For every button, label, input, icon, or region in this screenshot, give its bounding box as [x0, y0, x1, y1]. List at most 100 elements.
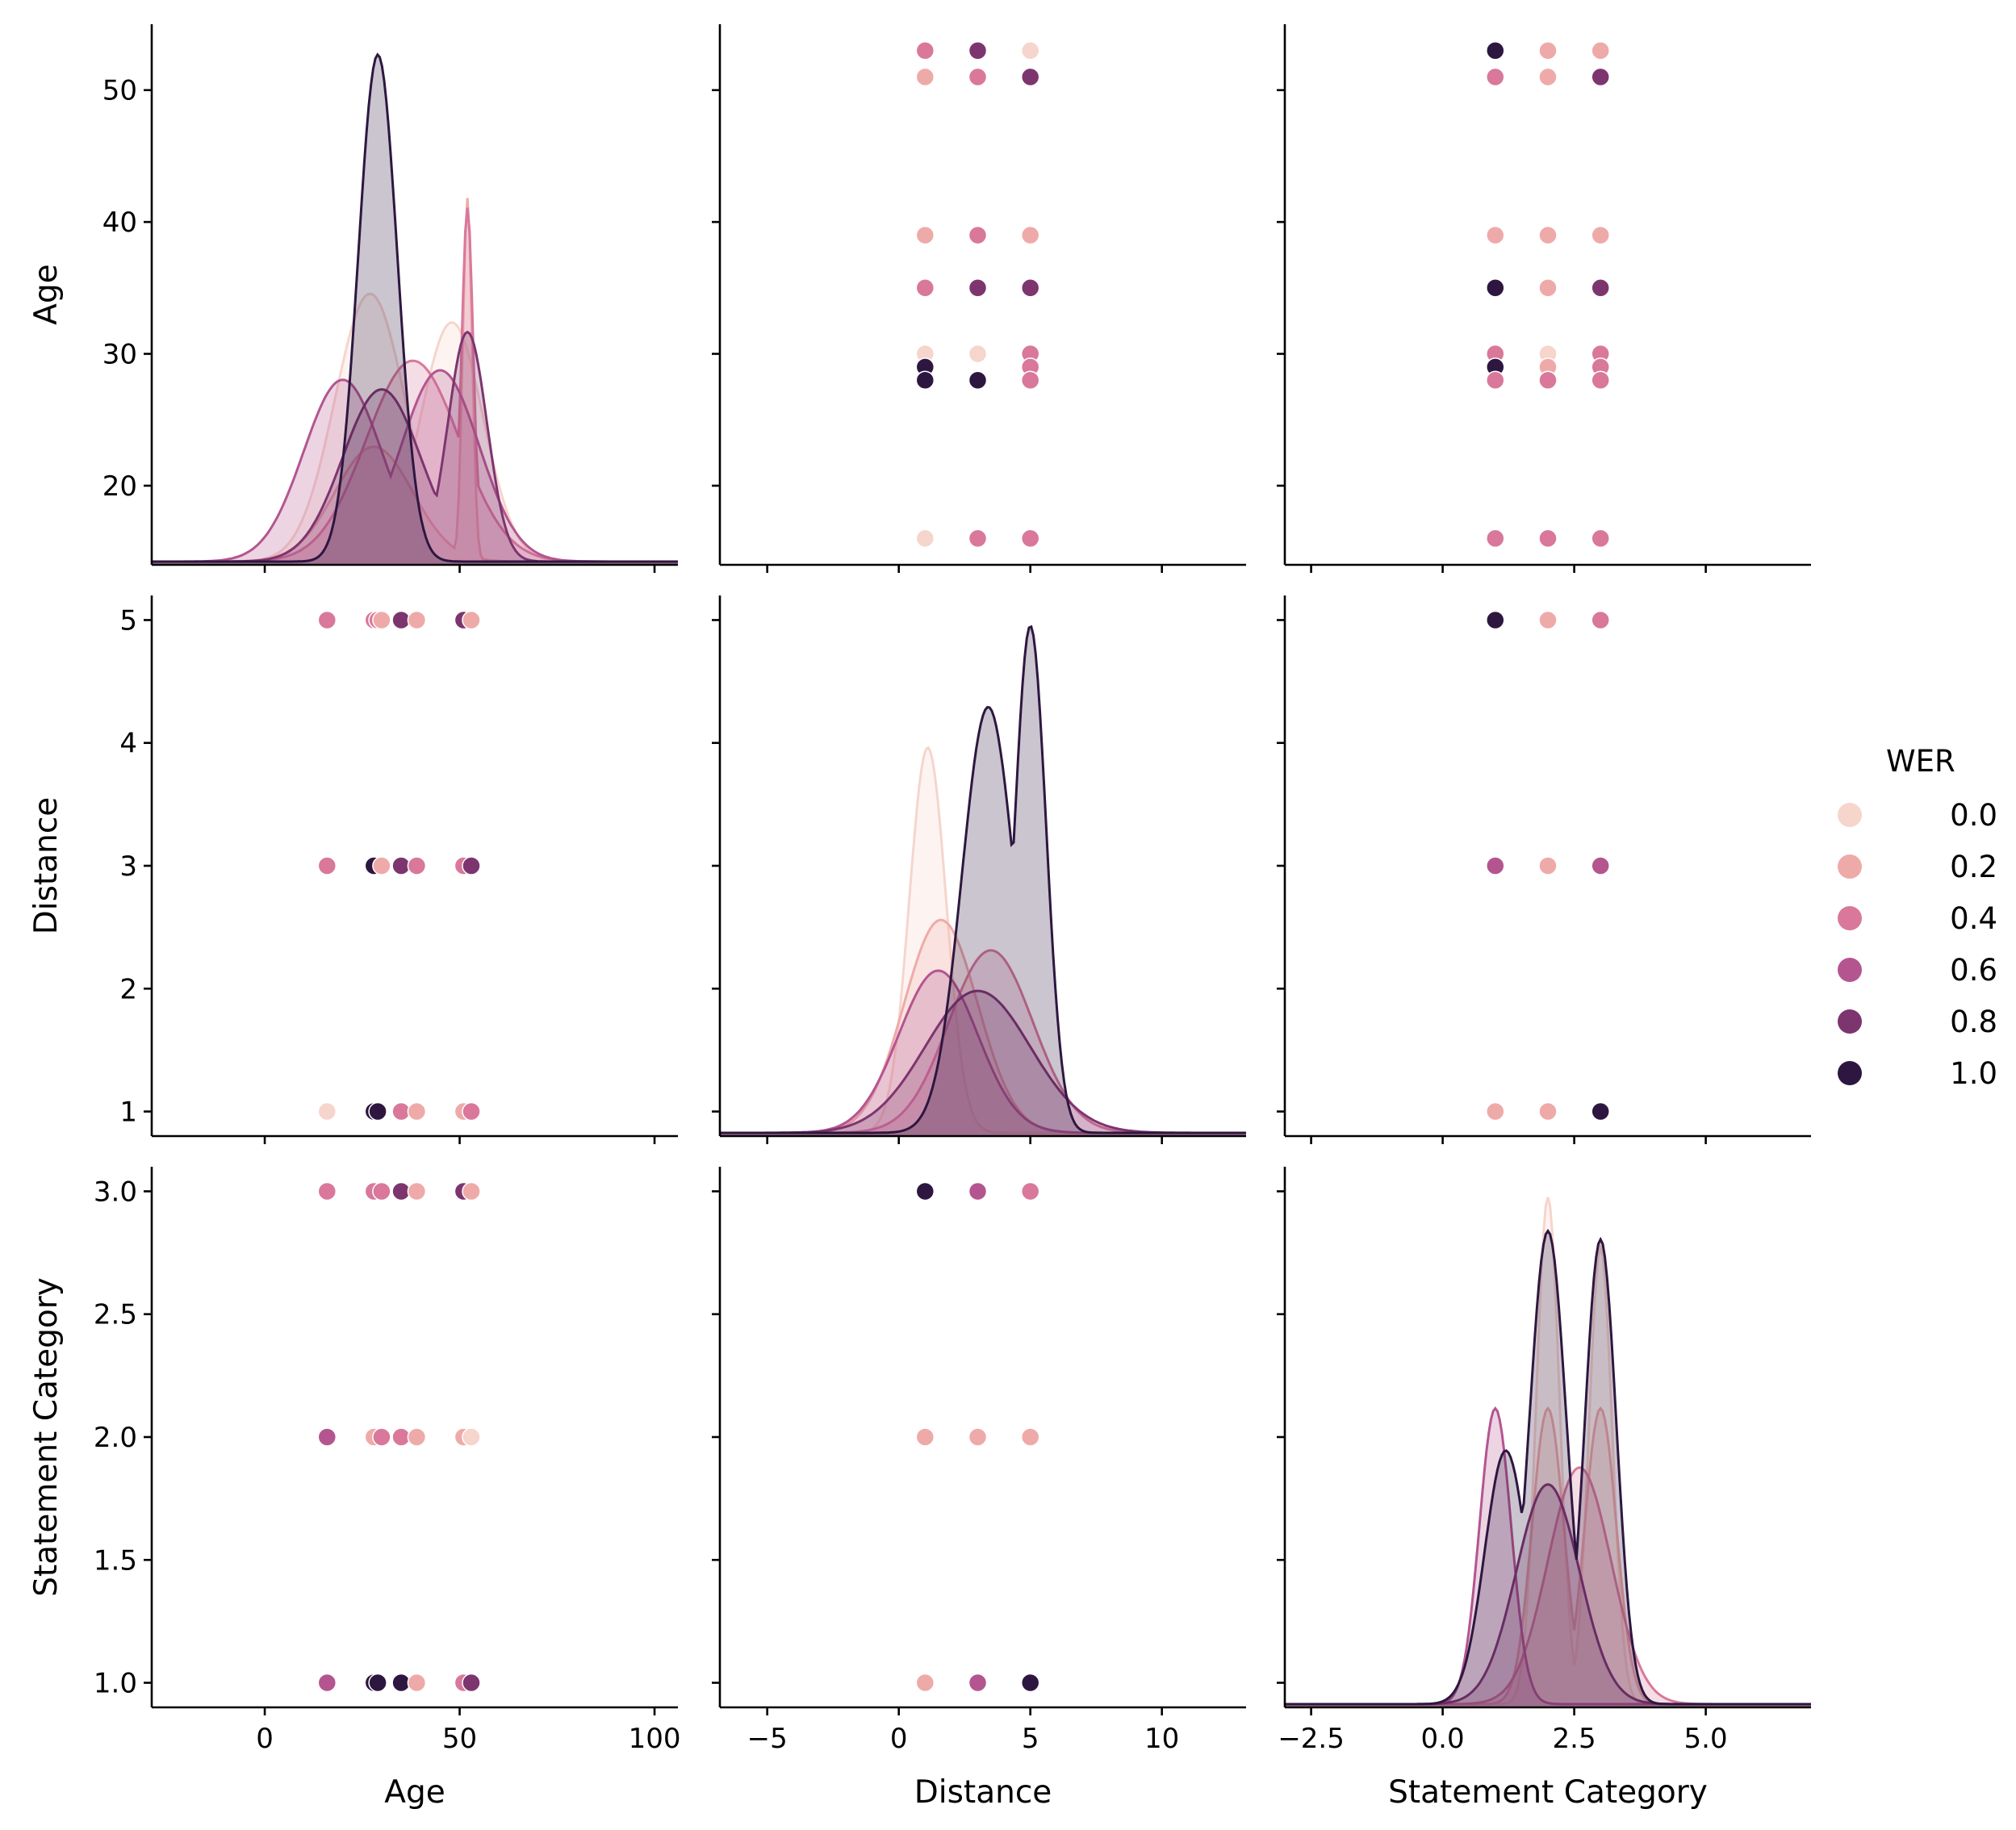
kde-fill-age-wer-0.4: [152, 207, 678, 565]
scatter-point: [915, 1673, 935, 1693]
scatter-point: [317, 1101, 337, 1122]
scatter-point: [915, 67, 935, 87]
x-axis-label-age: Age: [384, 1774, 445, 1811]
scatter-point: [968, 67, 988, 87]
kde-fill-age-wer-1.0: [152, 54, 678, 565]
scatter-point: [968, 278, 988, 298]
scatter-point: [915, 40, 935, 61]
legend-swatch: [1838, 958, 1862, 982]
y-tick-label: 2.5: [94, 1299, 137, 1331]
scatter-point: [462, 1427, 481, 1447]
scatter-point: [317, 610, 337, 630]
scatter-point: [407, 856, 427, 875]
scatter-point: [968, 40, 988, 61]
x-tick-label: 5.0: [1684, 1723, 1728, 1755]
kde-line-statement-category-wer-1.0: [1285, 1228, 1811, 1706]
x-axis-label-distance: Distance: [914, 1774, 1052, 1811]
scatter-point: [968, 225, 988, 245]
kde-fill-statement-category-wer-0.8: [1285, 1484, 1811, 1707]
scatter-point: [915, 1427, 935, 1447]
scatter-point: [407, 1101, 427, 1122]
scatter-point: [372, 1181, 391, 1201]
scatter-point: [462, 856, 481, 875]
y-tick-label: 40: [102, 207, 137, 239]
scatter-point: [317, 1673, 337, 1693]
scatter-point: [915, 225, 935, 245]
scatter-point: [915, 529, 935, 549]
scatter-point: [1538, 856, 1558, 875]
scatter-point: [1020, 278, 1040, 298]
kde-line-distance-wer-1.0: [720, 625, 1246, 1134]
kde-fill-age-wer-0.8: [152, 332, 678, 565]
scatter-point: [1591, 278, 1610, 298]
scatter-point: [407, 1181, 427, 1201]
y-tick-label: 3.0: [94, 1176, 137, 1208]
legend-title: WER: [1886, 744, 1955, 779]
y-tick-label: 1: [119, 1097, 137, 1129]
x-tick-label: 10: [1144, 1723, 1179, 1755]
legend-label: 0.8: [1950, 1005, 1997, 1039]
scatter-point: [1486, 40, 1505, 61]
kde-fill-distance-wer-0.6: [720, 971, 1246, 1136]
legend-label: 0.4: [1950, 901, 1997, 936]
scatter-point: [915, 1181, 935, 1201]
panel-statement-category-vs-age: 0 50 100 1.0 1.5 2.0 2.5 3.0 Age Statement Catego…: [28, 1167, 680, 1811]
legend-label: 1.0: [1950, 1056, 1997, 1091]
scatter-point: [968, 529, 988, 549]
kde-fill-distance-wer-1.0: [720, 626, 1246, 1136]
legend-entries: 0.0 0.2 0.4 0.6 0.8 1.0: [1838, 798, 1997, 1091]
panel-distance-vs-statement-category: [1277, 595, 1811, 1144]
y-tick-label: 50: [102, 75, 137, 107]
y-tick-label: 4: [119, 728, 137, 760]
scatter-point: [1591, 856, 1610, 875]
x-tick-label: −2.5: [1278, 1723, 1345, 1755]
x-tick-label: −5: [747, 1723, 788, 1755]
scatter-point: [1591, 529, 1610, 549]
y-axis-label-age: Age: [28, 264, 65, 324]
x-tick-label: 50: [442, 1723, 477, 1755]
scatter-point: [368, 1673, 387, 1693]
y-tick-label: 1.0: [94, 1668, 137, 1700]
scatter-point: [462, 1101, 481, 1122]
scatter-point: [372, 1427, 391, 1447]
scatter-point: [1486, 610, 1505, 630]
scatter-point: [1538, 370, 1558, 390]
x-tick-label: 0: [890, 1723, 908, 1755]
scatter-point: [1020, 1181, 1040, 1201]
legend-label: 0.2: [1950, 850, 1997, 884]
x-tick-label: 100: [629, 1723, 681, 1755]
scatter-point: [1538, 67, 1558, 87]
y-tick-label: 30: [102, 339, 137, 371]
scatter-point: [1538, 225, 1558, 245]
scatter-point: [317, 1427, 337, 1447]
scatter-point: [1591, 40, 1610, 61]
scatter-point: [462, 610, 481, 630]
kde-fill-distance-wer-0.8: [720, 991, 1246, 1136]
scatter-point: [1020, 529, 1040, 549]
scatter-point: [1591, 610, 1610, 630]
scatter-point: [1538, 610, 1558, 630]
scatter-point: [1020, 1673, 1040, 1693]
legend-swatch: [1838, 1061, 1862, 1085]
scatter-point: [1486, 278, 1505, 298]
scatter-point: [1538, 529, 1558, 549]
scatter-point: [968, 1427, 988, 1447]
legend: WER 0.0 0.2 0.4 0.6 0.8 1.0: [1838, 744, 1997, 1091]
scatter-point: [372, 610, 391, 630]
y-tick-label: 5: [119, 604, 137, 637]
legend-label: 0.6: [1950, 953, 1997, 988]
y-axis-label-statement-category: Statement Category: [28, 1277, 65, 1597]
legend-label: 0.0: [1950, 798, 1997, 833]
legend-swatch: [1838, 906, 1862, 930]
legend-swatch: [1838, 854, 1862, 879]
scatter-point: [1538, 1101, 1558, 1122]
scatter-point: [1486, 529, 1505, 549]
x-axis-label-statement-category: Statement Category: [1388, 1774, 1708, 1811]
scatter-point: [462, 1673, 481, 1693]
legend-swatch: [1838, 803, 1862, 827]
scatter-point: [407, 610, 427, 630]
y-tick-label: 20: [102, 470, 137, 503]
panel-statement-category-vs-statement-category: −2.5 0.0 2.5 5.0 Statement Category: [1277, 1167, 1811, 1811]
